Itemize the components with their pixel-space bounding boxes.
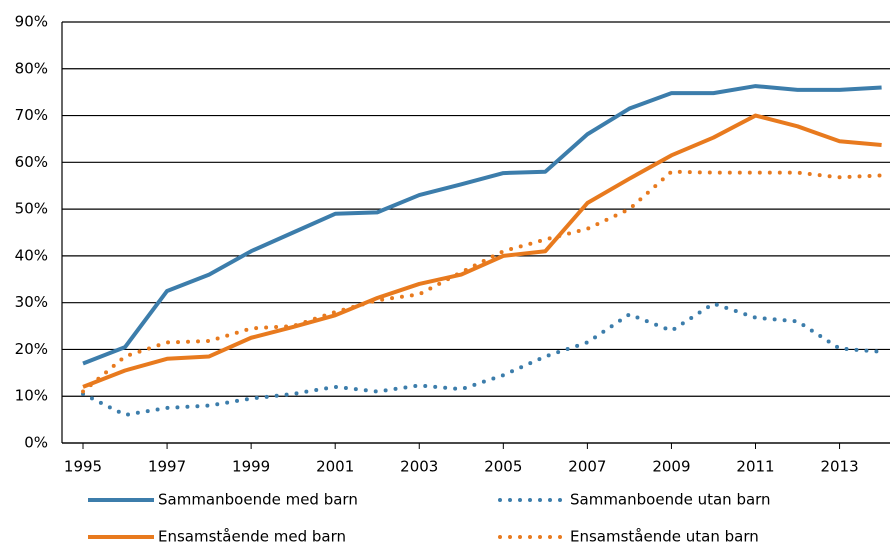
series-line xyxy=(81,301,884,417)
y-tick-label: 20% xyxy=(15,340,48,358)
y-tick-label: 50% xyxy=(15,200,48,218)
y-tick-label: 0% xyxy=(24,434,48,452)
y-tick-label: 80% xyxy=(15,59,48,77)
x-tick-label: 1997 xyxy=(148,458,186,476)
x-tick-label: 2005 xyxy=(484,458,522,476)
x-tick-label: 2003 xyxy=(400,458,438,476)
y-tick-label: 60% xyxy=(15,153,48,171)
y-tick-label: 40% xyxy=(15,246,48,264)
x-tick-label: 1999 xyxy=(232,458,270,476)
series-line xyxy=(82,84,882,366)
legend-label: Sammanboende med barn xyxy=(158,491,358,509)
y-tick-label: 90% xyxy=(15,13,48,31)
y-tick-label: 30% xyxy=(15,293,48,311)
legend-label: Sammanboende utan barn xyxy=(570,491,771,509)
series-line xyxy=(82,113,882,389)
legend-label: Ensamstående med barn xyxy=(158,528,346,546)
series-line xyxy=(81,169,884,394)
y-tick-label: 70% xyxy=(15,106,48,124)
x-tick-label: 2009 xyxy=(652,458,690,476)
x-tick-label: 2001 xyxy=(316,458,354,476)
x-tick-label: 2011 xyxy=(736,458,774,476)
x-tick-label: 2007 xyxy=(568,458,606,476)
x-tick-label: 2013 xyxy=(820,458,858,476)
legend-label: Ensamstående utan barn xyxy=(570,528,759,546)
x-tick-label: 1995 xyxy=(64,458,102,476)
y-tick-label: 10% xyxy=(15,387,48,405)
